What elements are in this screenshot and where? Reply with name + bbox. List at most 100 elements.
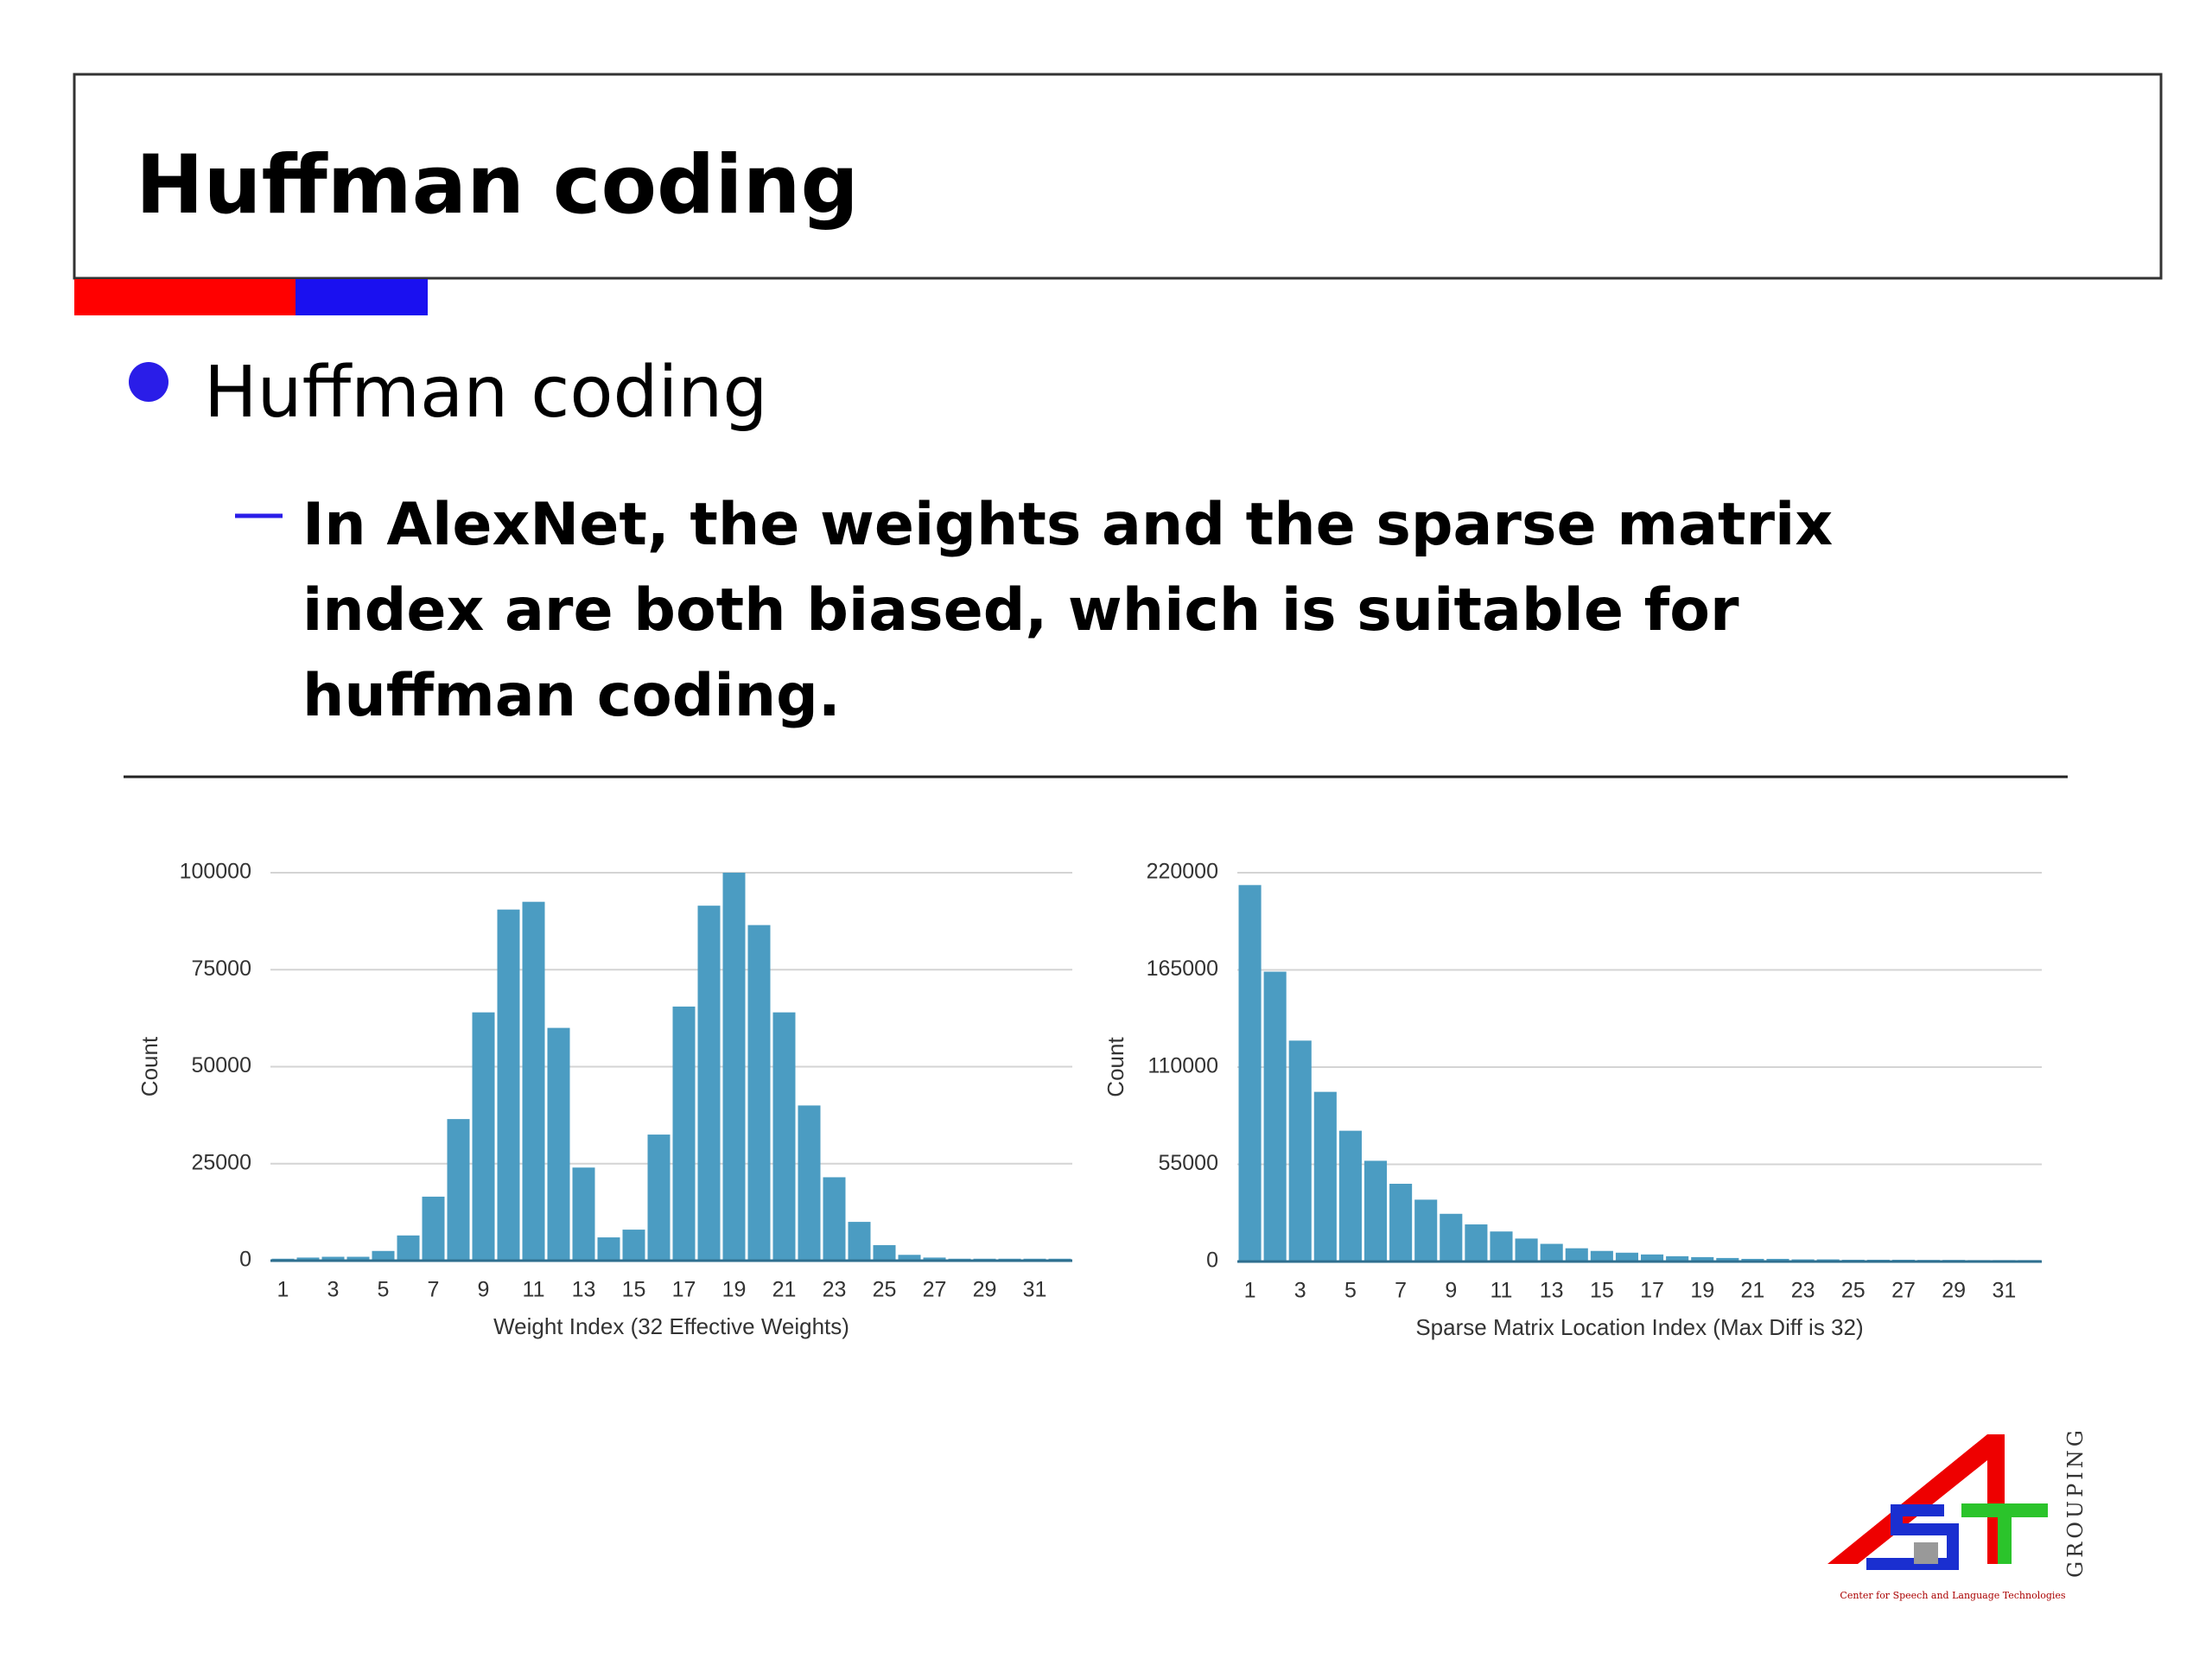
x-tick-label: 25 bbox=[873, 1278, 897, 1302]
x-tick-label: 17 bbox=[1640, 1279, 1664, 1303]
x-tick-label: 13 bbox=[572, 1278, 596, 1302]
accent-red bbox=[74, 279, 296, 315]
x-axis-title: Sparse Matrix Location Index (Max Diff i… bbox=[1415, 1314, 1863, 1340]
title-box bbox=[73, 73, 2163, 280]
bar bbox=[1263, 971, 1287, 1262]
bullet-text: Huffman coding bbox=[204, 352, 767, 434]
x-tick-label: 29 bbox=[973, 1278, 997, 1302]
y-tick-label: 0 bbox=[1206, 1249, 1218, 1273]
bar bbox=[1490, 1231, 1513, 1262]
logo: GROUPING Center for Speech and Language … bbox=[1827, 1427, 2088, 1601]
bar bbox=[397, 1235, 420, 1261]
x-tick-label: 17 bbox=[672, 1278, 696, 1302]
bar bbox=[722, 873, 746, 1261]
x-tick-label: 11 bbox=[523, 1278, 545, 1302]
bar bbox=[522, 901, 545, 1261]
x-tick-label: 3 bbox=[327, 1278, 340, 1302]
x-tick-label: 19 bbox=[1690, 1279, 1714, 1303]
x-tick-label: 7 bbox=[428, 1278, 440, 1302]
slide-title: Huffman coding bbox=[136, 138, 859, 232]
x-tick-label: 9 bbox=[478, 1278, 490, 1302]
y-tick-label: 55000 bbox=[1158, 1151, 1218, 1175]
bar bbox=[1313, 1091, 1337, 1262]
bar bbox=[1741, 1258, 1764, 1262]
bar bbox=[1615, 1252, 1638, 1262]
x-tick-label: 1 bbox=[1244, 1279, 1256, 1303]
x-tick-label: 27 bbox=[923, 1278, 947, 1302]
x-tick-label: 1 bbox=[277, 1278, 289, 1302]
bar bbox=[1565, 1248, 1588, 1262]
x-tick-label: 19 bbox=[722, 1278, 747, 1302]
bar bbox=[321, 1256, 345, 1261]
bar bbox=[497, 909, 520, 1261]
bar bbox=[647, 1135, 671, 1261]
bar bbox=[296, 1257, 320, 1261]
logo-a bbox=[1827, 1434, 2005, 1564]
logo-side-text: GROUPING bbox=[2063, 1427, 2088, 1578]
bar bbox=[747, 925, 771, 1261]
bar bbox=[1414, 1199, 1438, 1262]
bar bbox=[1641, 1254, 1664, 1262]
x-tick-label: 9 bbox=[1445, 1279, 1457, 1303]
bar bbox=[1716, 1257, 1739, 1262]
x-tick-label: 11 bbox=[1491, 1279, 1513, 1303]
bar bbox=[823, 1177, 846, 1261]
y-tick-label: 50000 bbox=[191, 1053, 251, 1077]
x-tick-label: 29 bbox=[1942, 1279, 1966, 1303]
bar bbox=[346, 1256, 370, 1261]
accent-blue bbox=[296, 279, 428, 315]
x-axis-title: Weight Index (32 Effective Weights) bbox=[493, 1313, 849, 1339]
bar bbox=[697, 906, 721, 1261]
bar bbox=[572, 1167, 595, 1261]
y-tick-label: 165000 bbox=[1147, 957, 1218, 981]
sub-text: index are both biased, which is suitable… bbox=[302, 576, 1739, 645]
y-tick-label: 220000 bbox=[1147, 860, 1218, 884]
sub-text: huffman coding. bbox=[302, 662, 841, 730]
bar bbox=[1363, 1160, 1388, 1262]
logo-caption: Center for Speech and Language Technolog… bbox=[1840, 1590, 2065, 1601]
bar bbox=[1440, 1213, 1463, 1262]
x-tick-label: 21 bbox=[772, 1278, 797, 1302]
bar bbox=[798, 1105, 821, 1261]
x-tick-label: 3 bbox=[1294, 1279, 1306, 1303]
y-tick-label: 0 bbox=[239, 1248, 251, 1272]
x-tick-label: 5 bbox=[378, 1278, 390, 1302]
bar bbox=[1766, 1258, 1789, 1262]
x-tick-label: 21 bbox=[1741, 1279, 1765, 1303]
bar bbox=[1389, 1184, 1413, 1262]
y-tick-label: 100000 bbox=[180, 860, 251, 884]
bar bbox=[672, 1006, 696, 1261]
sub-text: In AlexNet, the weights and the sparse m… bbox=[302, 491, 1833, 559]
x-tick-label: 27 bbox=[1891, 1279, 1916, 1303]
x-tick-label: 31 bbox=[1023, 1278, 1047, 1302]
bar bbox=[772, 1012, 796, 1261]
y-axis-title: Count bbox=[137, 1036, 162, 1096]
bar bbox=[923, 1257, 946, 1261]
bar bbox=[1691, 1256, 1714, 1262]
x-tick-label: 31 bbox=[1992, 1279, 2016, 1303]
logo-t bbox=[1961, 1503, 2048, 1564]
bullet-dot bbox=[129, 362, 168, 402]
x-tick-label: 25 bbox=[1841, 1279, 1866, 1303]
x-tick-label: 13 bbox=[1540, 1279, 1564, 1303]
bar bbox=[1515, 1238, 1538, 1262]
bar bbox=[622, 1230, 645, 1261]
x-tick-label: 15 bbox=[1590, 1279, 1614, 1303]
x-tick-label: 7 bbox=[1395, 1279, 1407, 1303]
bar bbox=[597, 1237, 620, 1261]
bar bbox=[472, 1012, 495, 1261]
y-tick-label: 110000 bbox=[1147, 1054, 1218, 1078]
y-axis-title: Count bbox=[1103, 1037, 1128, 1097]
bar bbox=[1238, 885, 1262, 1262]
x-tick-label: 15 bbox=[622, 1278, 646, 1302]
bar bbox=[898, 1255, 921, 1261]
bar bbox=[372, 1250, 395, 1261]
x-tick-label: 23 bbox=[823, 1278, 847, 1302]
x-tick-label: 23 bbox=[1791, 1279, 1815, 1303]
bar bbox=[1288, 1040, 1312, 1262]
bar bbox=[547, 1027, 570, 1261]
logo-gray bbox=[1914, 1542, 1938, 1564]
y-tick-label: 75000 bbox=[191, 957, 251, 981]
bar bbox=[447, 1119, 470, 1261]
